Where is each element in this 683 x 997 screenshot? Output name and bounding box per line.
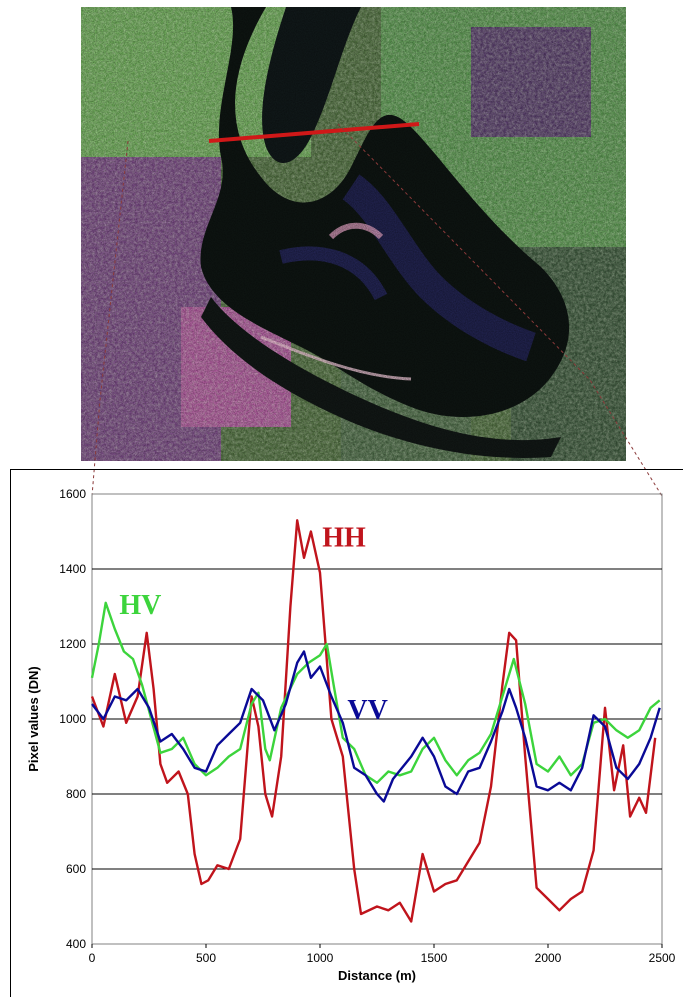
x-tick-label: 1500 bbox=[421, 951, 448, 965]
y-axis-title: Pixel values (DN) bbox=[26, 666, 41, 772]
y-tick-label: 1600 bbox=[59, 487, 86, 501]
grid-layer: 400 600 800 1000 1200 1400 1600 0 500 1000 1500 200… bbox=[59, 487, 675, 965]
x-tick-label: 500 bbox=[196, 951, 216, 965]
y-tick-label: 1000 bbox=[59, 712, 86, 726]
series-label-hh: HH bbox=[322, 523, 366, 554]
x-tick-label: 2000 bbox=[535, 951, 562, 965]
x-tick-label: 0 bbox=[89, 951, 96, 965]
y-tick-label: 400 bbox=[66, 937, 86, 951]
y-tick-label: 800 bbox=[66, 787, 86, 801]
series-line-vv bbox=[91, 650, 661, 803]
y-tick-label: 1200 bbox=[59, 637, 86, 651]
series-label-vv: VV bbox=[347, 695, 387, 726]
x-tick-label: 1000 bbox=[307, 951, 334, 965]
x-tick-label: 2500 bbox=[649, 951, 676, 965]
chart-frame bbox=[10, 469, 683, 997]
series-line-hv bbox=[90, 601, 661, 784]
series-line-hh bbox=[90, 519, 657, 923]
series-label-hv: HV bbox=[119, 590, 161, 621]
y-tick-label: 600 bbox=[66, 862, 86, 876]
series-layer bbox=[90, 519, 661, 923]
x-axis-title: Distance (m) bbox=[338, 968, 416, 983]
y-tick-label: 1400 bbox=[59, 562, 86, 576]
label-layer: HH HV VV bbox=[119, 523, 387, 727]
